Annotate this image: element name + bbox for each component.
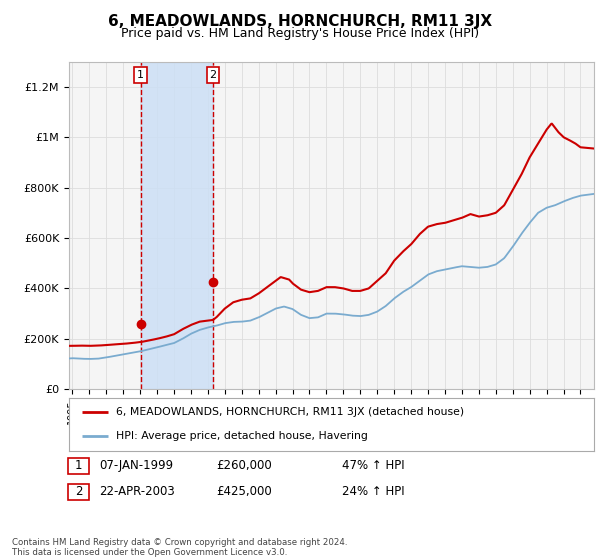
Text: 1: 1 — [75, 459, 82, 473]
Text: Price paid vs. HM Land Registry's House Price Index (HPI): Price paid vs. HM Land Registry's House … — [121, 27, 479, 40]
Bar — [140, 62, 213, 389]
Text: 6, MEADOWLANDS, HORNCHURCH, RM11 3JX (detached house): 6, MEADOWLANDS, HORNCHURCH, RM11 3JX (de… — [116, 408, 464, 418]
Text: HPI: Average price, detached house, Havering: HPI: Average price, detached house, Have… — [116, 431, 368, 441]
Text: 2: 2 — [75, 485, 82, 498]
Text: Contains HM Land Registry data © Crown copyright and database right 2024.
This d: Contains HM Land Registry data © Crown c… — [12, 538, 347, 557]
Text: £260,000: £260,000 — [216, 459, 272, 473]
Text: 1: 1 — [137, 70, 144, 80]
Text: £425,000: £425,000 — [216, 485, 272, 498]
Text: 07-JAN-1999: 07-JAN-1999 — [99, 459, 173, 473]
Text: 2: 2 — [209, 70, 217, 80]
Text: 6, MEADOWLANDS, HORNCHURCH, RM11 3JX: 6, MEADOWLANDS, HORNCHURCH, RM11 3JX — [108, 14, 492, 29]
Text: 24% ↑ HPI: 24% ↑ HPI — [342, 485, 404, 498]
Text: 22-APR-2003: 22-APR-2003 — [99, 485, 175, 498]
Text: 47% ↑ HPI: 47% ↑ HPI — [342, 459, 404, 473]
